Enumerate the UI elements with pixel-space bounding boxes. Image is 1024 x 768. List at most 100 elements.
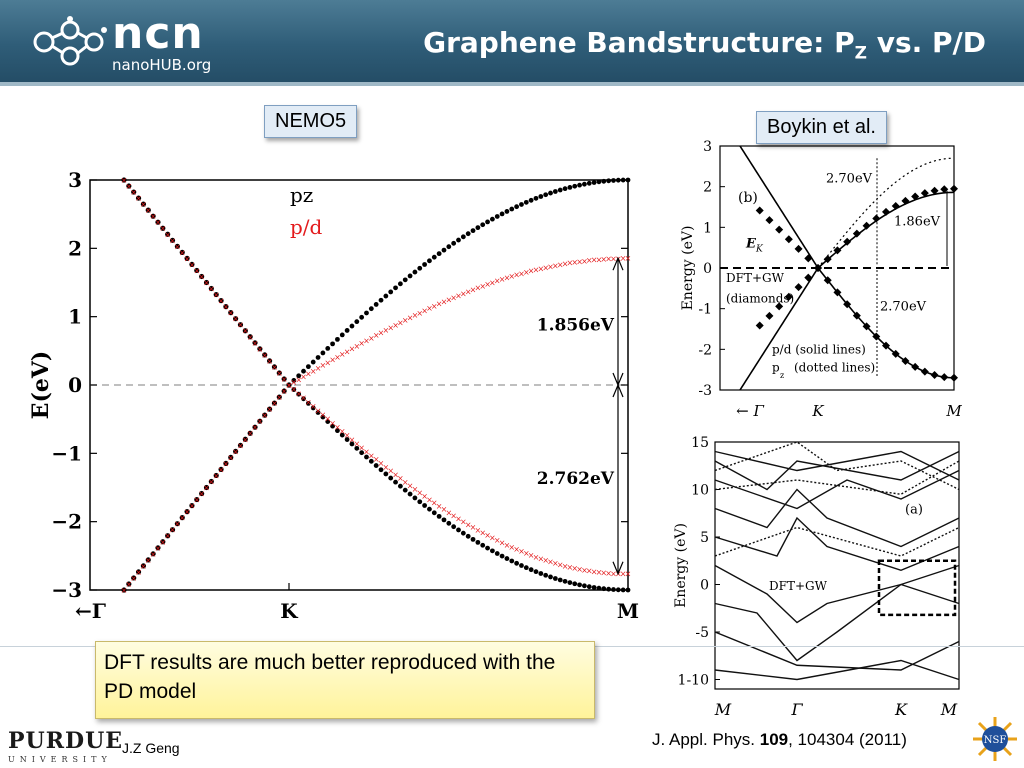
pd-point: × — [581, 566, 588, 575]
panel-a-y-tick-label: 15 — [691, 435, 709, 451]
pd-point: × — [363, 336, 370, 345]
pz-point — [131, 575, 137, 581]
pz-point — [548, 574, 553, 580]
pd-point: × — [581, 257, 588, 266]
pz-point — [494, 551, 500, 556]
pz-point — [281, 376, 287, 382]
pd-point: × — [460, 517, 467, 526]
panel-a-band-line — [714, 659, 960, 681]
pz-point — [591, 180, 597, 185]
pd-point: × — [145, 206, 152, 215]
pd-point: × — [281, 375, 288, 384]
nemo5-label: NEMO5 — [264, 105, 358, 138]
pd-point: × — [513, 545, 520, 554]
panel-b-annotation: E — [745, 237, 757, 252]
pd-point: × — [189, 260, 196, 269]
pz-point — [368, 306, 374, 312]
pd-point: × — [247, 429, 254, 438]
pd-point: × — [387, 323, 394, 332]
panel-b-gw-diamond — [901, 196, 910, 205]
pz-point — [339, 432, 345, 438]
pd-point: × — [237, 441, 244, 450]
panel-b-gw-diamond — [872, 214, 881, 223]
pd-point: × — [605, 569, 612, 578]
pd-point: × — [189, 502, 196, 511]
pz-point — [315, 410, 321, 415]
pd-point: × — [218, 465, 225, 474]
pd-point: × — [290, 385, 297, 394]
pd-point: × — [363, 447, 370, 456]
pd-point: × — [184, 254, 191, 263]
pz-point — [548, 190, 553, 196]
pz-point — [378, 297, 384, 303]
boykin-panel-a-chart: 15 10 5 0 -5 1-10 M Γ K M Energy (eV) (a) DFT+GW — [673, 435, 960, 719]
panel-b-gw-diamond — [843, 300, 852, 309]
pd-point: × — [300, 394, 307, 403]
pd-point: × — [378, 329, 385, 338]
pd-point: × — [140, 200, 147, 209]
pz-point — [169, 527, 176, 533]
panel-b-tag: (b) — [738, 190, 758, 206]
pd-point: × — [620, 254, 627, 263]
panel-b-annotation: K — [755, 245, 764, 255]
pz-point — [281, 388, 287, 394]
pd-point: × — [286, 381, 293, 390]
gap-label-lower: 2.762eV — [537, 469, 615, 489]
panel-a-band-line — [714, 441, 960, 491]
pz-point — [523, 565, 529, 571]
pz-point — [456, 237, 461, 243]
pz-point — [368, 458, 374, 464]
panel-b-pd-line — [739, 145, 819, 269]
slide-title: Graphene Bandstructure: PZ vs. P/D — [423, 26, 986, 64]
pz-point — [320, 350, 326, 356]
pd-point: × — [213, 471, 220, 480]
panel-b-gw-diamond — [930, 371, 939, 380]
pd-point: × — [130, 574, 137, 583]
panel-a-y-tick-label: 10 — [691, 483, 709, 499]
panel-b-gw-diamond — [823, 255, 832, 264]
pz-point — [490, 216, 495, 222]
pz-point — [223, 304, 229, 310]
pd-point: × — [344, 431, 351, 440]
pz-point — [247, 334, 253, 340]
panel-a-band-line — [714, 516, 960, 571]
pz-point — [582, 583, 587, 589]
boykin-panel-b-chart: 3 2 1 0 -1 -2 -3 ← Γ K M Energy (eV) (b) 2.70eV 1.86e… — [680, 139, 962, 420]
pz-point — [528, 567, 534, 573]
pd-point: × — [600, 255, 607, 264]
panel-a-band-line — [714, 631, 960, 671]
pz-point — [407, 491, 413, 497]
pd-point: × — [193, 496, 200, 505]
ncn-logo: ncn — [112, 8, 204, 59]
panel-b-gw-diamond — [794, 283, 803, 292]
pz-point — [208, 285, 214, 292]
panel-b-annotation: DFT+GW — [726, 271, 785, 285]
pz-point — [218, 466, 224, 473]
pz-point — [422, 262, 427, 267]
pz-point — [519, 202, 524, 207]
pz-point — [557, 187, 563, 193]
panel-b-gw-diamond — [862, 221, 871, 230]
pz-point — [344, 437, 350, 442]
pd-point: × — [494, 277, 501, 286]
pd-point: × — [421, 492, 428, 501]
pd-point: × — [426, 495, 433, 504]
pz-point — [514, 560, 520, 566]
pd-point: × — [344, 347, 351, 356]
pd-point: × — [484, 280, 491, 289]
panel-a-zoom-box — [877, 559, 957, 617]
pz-point — [140, 201, 147, 207]
pz-point — [213, 291, 219, 298]
pd-point: × — [392, 470, 399, 479]
panel-a-band-line — [714, 450, 960, 481]
nanohub-logo-text: nanoHUB.org — [112, 56, 212, 74]
pd-point: × — [552, 261, 559, 270]
pd-point: × — [193, 266, 200, 275]
pd-point: × — [227, 309, 234, 318]
panel-b-gw-diamond — [775, 225, 784, 234]
gap-label-upper: 1.856eV — [537, 315, 615, 335]
pd-point: × — [542, 263, 549, 272]
pz-point — [266, 406, 273, 412]
panel-b-gw-diamond — [823, 276, 832, 285]
panel-b-annotation: 2.70eV — [880, 300, 927, 315]
